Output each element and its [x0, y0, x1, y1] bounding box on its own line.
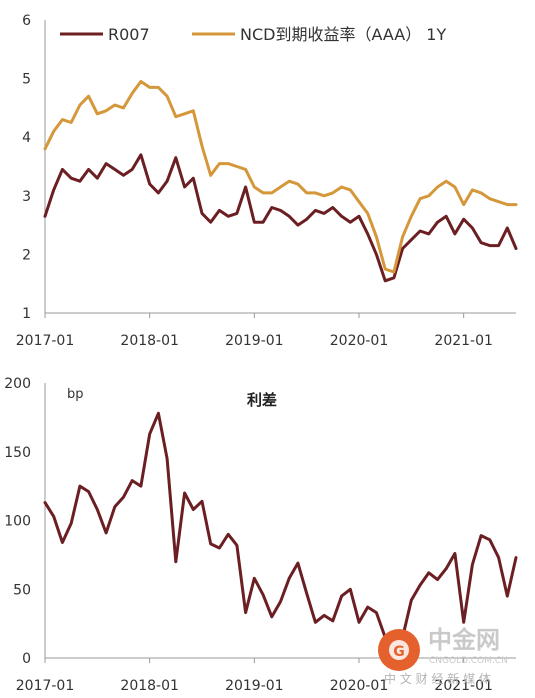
top-series-line-0: [43, 153, 518, 283]
watermark-brand: 中金网: [428, 626, 500, 654]
bottom-x-tick-label: 2018-01: [120, 678, 179, 694]
top-chart: 1 2 3 4 5 6 2017-01 2018-01 2019-01 2020-01 2021-…: [16, 13, 518, 349]
top-y-tick-label: 6: [22, 13, 31, 29]
top-series-lines: [43, 80, 518, 283]
top-x-tick-label: 2019-01: [225, 333, 284, 349]
top-y-tick-label: 2: [22, 247, 31, 263]
bottom-chart-title: 利差: [247, 391, 277, 409]
bottom-y-tick-label: 200: [4, 376, 31, 392]
top-y-tick-label: 4: [22, 130, 31, 146]
bottom-x-tick-labels: 2017-01 2018-01 2019-01 2020-01 2021-01: [16, 658, 493, 694]
top-x-tick-label: 2020-01: [330, 333, 389, 349]
top-x-tick-label: 2017-01: [16, 333, 75, 349]
bottom-series-lines: [43, 411, 518, 646]
top-x-tick-label: 2018-01: [120, 333, 179, 349]
bottom-y-tick-label: 50: [13, 582, 31, 598]
bottom-y-tick-label: 100: [4, 514, 31, 530]
legend-label-ncd: NCD到期收益率（AAA） 1Y: [240, 25, 446, 44]
bottom-x-tick-label: 2019-01: [225, 678, 284, 694]
legend-label-r007: R007: [108, 25, 150, 44]
top-y-tick-label: 3: [22, 189, 31, 205]
watermark-domain: CNGOLD.COM.CN: [429, 656, 508, 666]
watermark-subtitle: 中 文 财 经 新 媒 体: [384, 671, 491, 686]
bottom-x-tick-label: 2021-01: [434, 678, 493, 694]
top-x-tick-label: 2021-01: [434, 333, 493, 349]
bottom-y-tick-label: 150: [4, 445, 31, 461]
bottom-y-unit-label: bp: [67, 387, 84, 402]
top-y-tick-labels: 1 2 3 4 5 6: [22, 13, 31, 322]
top-y-tick-label: 1: [22, 306, 31, 322]
bottom-chart: 0 50 100 150 200 2017-01 2018-01 2019-01 2020-0…: [4, 376, 518, 694]
watermark-logo-char: G: [393, 644, 405, 660]
watermark-logo-inner-icon: [389, 640, 409, 660]
bottom-series-line-0: [43, 411, 518, 646]
bottom-y-tick-labels: 0 50 100 150 200: [4, 376, 31, 667]
watermark: G 中金网 CNGOLD.COM.CN 中 文 财 经 新 媒 体: [378, 626, 508, 686]
top-x-tick-labels: 2017-01 2018-01 2019-01 2020-01 2021-01: [16, 313, 493, 349]
bottom-y-tick-label: 0: [22, 651, 31, 667]
top-y-tick-label: 5: [22, 72, 31, 88]
top-legend: R007 NCD到期收益率（AAA） 1Y: [60, 25, 446, 44]
bottom-x-tick-label: 2017-01: [16, 678, 75, 694]
top-series-line-1: [43, 80, 518, 274]
bottom-x-tick-label: 2020-01: [330, 678, 389, 694]
